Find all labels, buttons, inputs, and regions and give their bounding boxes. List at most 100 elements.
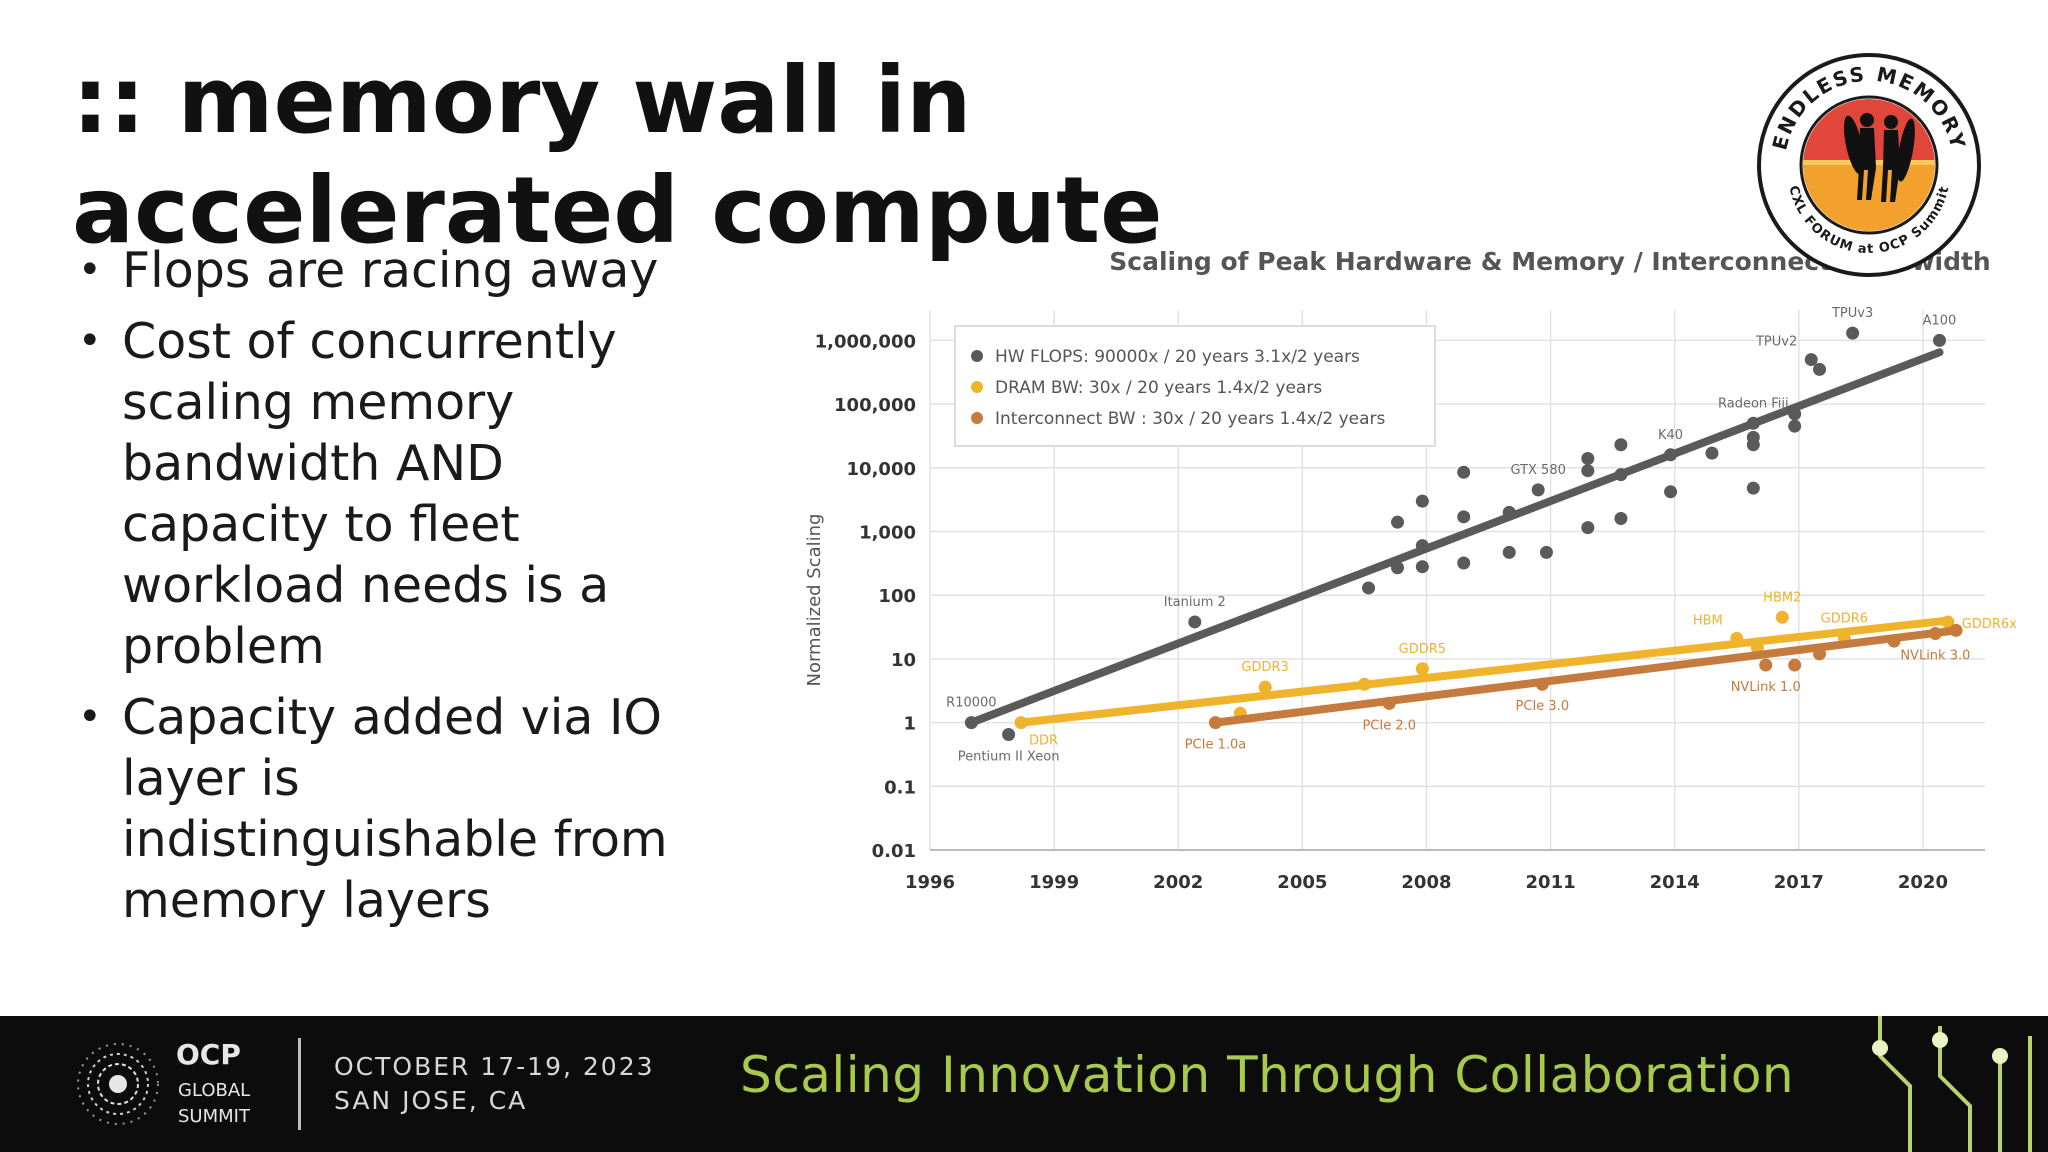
surfers-silhouette-icon: [1843, 113, 1915, 202]
data-point-series-1: [1775, 610, 1789, 624]
x-tick-label: 2005: [1277, 872, 1327, 890]
data-point-series-0: [1581, 464, 1595, 478]
point-annotation: HBM2: [1763, 590, 1801, 605]
footer-divider: [298, 1038, 301, 1130]
slide-title: :: memory wall in accelerated compute: [72, 47, 1163, 264]
legend-label: Interconnect BW : 30x / 20 years 1.4x/2 …: [995, 409, 1386, 429]
point-annotation: TPUv2: [1755, 335, 1797, 350]
data-point-series-0: [1788, 419, 1802, 433]
data-point-series-0: [1531, 483, 1545, 497]
point-annotation: GTX 580: [1510, 463, 1565, 478]
x-tick-label: 2002: [1153, 872, 1203, 890]
chart-legend: [954, 325, 1436, 447]
point-annotation: Pentium II Xeon: [958, 750, 1060, 765]
point-annotation: PCIe 2.0: [1362, 718, 1416, 733]
data-point-series-1: [1415, 662, 1429, 676]
point-annotation: HBM: [1693, 613, 1723, 628]
y-tick-label: 10,000: [847, 459, 916, 480]
data-point-series-2: [1759, 658, 1773, 672]
point-annotation: R10000: [946, 696, 996, 711]
legend-marker: [971, 412, 983, 424]
y-tick-label: 1: [903, 714, 916, 735]
y-tick-label: 0.1: [884, 777, 916, 798]
logo-line-global: GLOBAL: [178, 1080, 250, 1101]
data-point-series-0: [1813, 362, 1827, 376]
x-tick-label: 1999: [1029, 872, 1079, 890]
data-point-series-0: [1614, 438, 1628, 452]
data-point-series-0: [1746, 481, 1760, 495]
logo-line-ocp: OCP: [176, 1038, 241, 1071]
y-tick-label: 1,000,000: [815, 331, 916, 352]
y-axis-label: Normalized Scaling: [804, 514, 825, 687]
data-point-series-2: [1928, 627, 1942, 641]
data-point-series-1: [1357, 677, 1371, 691]
data-point-series-0: [1932, 333, 1946, 347]
data-point-series-0: [1457, 510, 1471, 524]
data-point-series-1: [1014, 716, 1028, 730]
data-point-series-0: [1664, 448, 1678, 462]
data-point-series-0: [1846, 326, 1860, 340]
point-annotation: Itanium 2: [1164, 595, 1226, 610]
bullet-list: Flops are racing away Cost of concurrent…: [78, 240, 718, 941]
trend-line-series-2: [1211, 626, 1961, 727]
footer-bar: OCP GLOBAL SUMMIT OCTOBER 17-19, 2023 SA…: [0, 1016, 2048, 1152]
data-point-series-2: [1382, 696, 1396, 710]
x-tick-label: 2011: [1526, 872, 1576, 890]
data-point-series-0: [964, 716, 978, 730]
legend-label: HW FLOPS: 90000x / 20 years 3.1x/2 years: [995, 347, 1360, 367]
x-tick-label: 2008: [1401, 872, 1451, 890]
data-point-series-0: [1705, 446, 1719, 460]
data-point-series-0: [1746, 438, 1760, 452]
legend-marker: [971, 350, 983, 362]
data-point-series-0: [1502, 545, 1516, 559]
point-annotation: GDDR5: [1399, 642, 1446, 657]
scaling-chart: Scaling of Peak Hardware & Memory / Inte…: [780, 230, 2030, 890]
data-point-series-0: [1391, 515, 1405, 529]
bullet-item: Flops are racing away: [78, 240, 718, 301]
y-tick-label: 10: [891, 650, 916, 671]
data-point-series-0: [1002, 728, 1016, 742]
x-tick-label: 2017: [1774, 872, 1824, 890]
data-point-series-0: [1539, 545, 1553, 559]
data-point-series-2: [1535, 677, 1549, 691]
data-point-series-1: [1941, 615, 1955, 629]
scaling-chart-svg: Scaling of Peak Hardware & Memory / Inte…: [804, 247, 2017, 890]
data-point-series-0: [1746, 416, 1760, 430]
data-point-series-1: [1258, 680, 1272, 694]
endless-memory-badge: ENDLESS MEMORY CXL FORUM at OCP Summit: [1757, 53, 1981, 277]
data-point-series-0: [1502, 505, 1516, 519]
data-point-series-0: [1581, 521, 1595, 535]
event-location: SAN JOSE, CA: [334, 1086, 528, 1115]
data-point-series-2: [1949, 623, 1963, 637]
point-annotation: GDDR6x: [1962, 617, 2017, 632]
globe-dots-icon: [77, 1043, 159, 1125]
circuit-lines-icon: [1872, 1016, 2032, 1152]
trend-line-series-1: [1017, 616, 1952, 727]
point-annotation: GDDR3: [1241, 660, 1288, 675]
x-tick-label: 1996: [905, 872, 955, 890]
y-tick-label: 1,000: [859, 522, 916, 543]
data-point-series-2: [1788, 658, 1802, 672]
x-tick-label: 2020: [1898, 872, 1948, 890]
point-annotation: Radeon Fiji: [1718, 396, 1789, 411]
summit-tagline: Scaling Innovation Through Collaboration: [740, 1046, 1795, 1104]
data-point-series-1: [1730, 631, 1744, 645]
data-point-series-2: [1887, 634, 1901, 648]
data-point-series-0: [1788, 407, 1802, 421]
point-annotation: PCIe 3.0: [1516, 699, 1570, 714]
trend-line-series-0: [967, 348, 1944, 727]
point-annotation: GDDR6: [1821, 611, 1868, 626]
data-point-series-0: [1415, 494, 1429, 508]
y-tick-label: 0.01: [872, 841, 916, 862]
data-point-series-0: [1614, 468, 1628, 482]
data-point-series-2: [1813, 647, 1827, 661]
data-point-series-2: [1208, 716, 1222, 730]
y-tick-label: 100,000: [834, 395, 916, 416]
y-tick-label: 100: [878, 586, 916, 607]
data-point-series-0: [1457, 465, 1471, 479]
x-tick-label: 2014: [1650, 872, 1700, 890]
point-annotation: DDR: [1029, 734, 1058, 749]
data-point-series-0: [1415, 539, 1429, 553]
data-point-series-0: [1457, 556, 1471, 570]
ocp-global-summit-logo: OCP GLOBAL SUMMIT: [77, 1038, 251, 1127]
